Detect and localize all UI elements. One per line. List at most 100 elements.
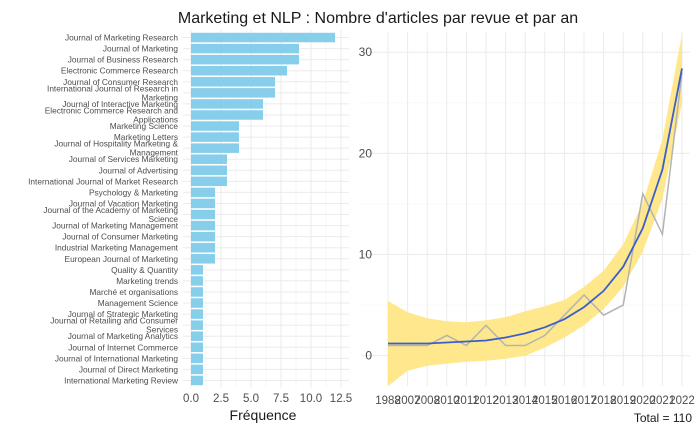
trend-line: [388, 68, 683, 345]
bar: [191, 342, 203, 353]
line-y-tick-label: 10: [359, 248, 373, 262]
bar-x-tick-label: 12.5: [330, 393, 352, 405]
bar-x-axis-label: Fréquence: [230, 407, 297, 423]
line-x-tick-label: 2015: [532, 395, 558, 407]
line-x-tick-label: 2007: [395, 395, 421, 407]
line-x-tick-label: 2019: [610, 395, 636, 407]
bar: [191, 364, 203, 375]
line-y-tick-label: 30: [359, 45, 373, 59]
bar-category-label: Journal of Consumer Research: [63, 77, 178, 87]
bar-category-label: Journal of Consumer Marketing: [62, 232, 178, 242]
bar: [191, 231, 215, 242]
bar: [191, 265, 203, 275]
bar: [191, 165, 227, 176]
line-x-tick-label: 2021: [650, 395, 676, 407]
bar-category-label: Journal of Marketing Analytics: [68, 331, 178, 341]
line-x-tick-label: 1988: [375, 395, 401, 407]
bar: [191, 320, 203, 330]
bar-category-label: Electronic Commerce Research: [61, 66, 179, 76]
bar-category-label: Journal of Advertising: [99, 165, 179, 175]
bar-x-tick-label: 2.5: [213, 393, 229, 405]
line-y-tick-label: 0: [365, 349, 372, 363]
line-x-tick-label: 2013: [493, 395, 519, 407]
bar-x-tick-label: 5.0: [243, 393, 259, 405]
bar: [191, 242, 215, 253]
bar: [191, 309, 203, 319]
bar: [191, 121, 239, 131]
bar-category-label: Industrial Marketing Management: [55, 243, 179, 253]
bar-category-label: Science: [148, 214, 178, 224]
line-x-tick-label: 2010: [434, 395, 460, 407]
bar-category-label: Management Science: [98, 298, 179, 308]
bar: [191, 32, 335, 43]
line-y-tick-labels: 0 10 20 30: [359, 45, 373, 362]
bar-category-label: Journal of Strategic Marketing: [68, 309, 179, 319]
bar: [191, 209, 215, 220]
bar: [191, 331, 203, 341]
bar: [191, 54, 299, 65]
bar-x-tick-label: 10.0: [300, 393, 322, 405]
bar: [191, 154, 227, 164]
bar-category-label: Journal of Retailing and Consumer: [50, 316, 178, 326]
bar: [191, 132, 239, 142]
bar: [191, 276, 203, 286]
bar-category-label: Journal of Hospitality Marketing &: [54, 139, 178, 149]
bar-category-label: Journal of International Marketing: [55, 353, 179, 363]
bar-category-label: Journal of Marketing: [103, 44, 179, 54]
bar-category-label: Journal of Business Research: [68, 55, 179, 65]
bar-category-label: Journal of the Academy of Marketing: [43, 205, 178, 215]
bar: [191, 77, 275, 87]
bar-x-tick-labels: 0.0 2.5 5.0 7.5 10.0 12.5: [183, 393, 352, 405]
line-x-tick-label: 2011: [454, 395, 479, 407]
bar-category-label: Journal of Marketing Management: [52, 221, 179, 231]
bar: [191, 298, 203, 308]
bar-category-label: Management: [130, 148, 179, 158]
bar: [191, 187, 215, 198]
bar: [191, 254, 215, 264]
bar-category-label: Services: [146, 325, 178, 335]
line-x-tick-label: 2016: [552, 395, 578, 407]
bar-category-label: International Journal of Research in: [47, 83, 178, 93]
line-x-tick-labels: 1988200720082010201120122013201420152016…: [375, 395, 695, 407]
line-panel: 0 10 20 30 19882007200820102011201220132014…: [359, 32, 695, 425]
bar-category-label: International Journal of Market Research: [28, 176, 178, 186]
line-x-tick-label: 2014: [512, 395, 538, 407]
total-annotation: Total = 110: [634, 411, 692, 425]
bar: [191, 198, 215, 209]
observed-series-line: [388, 72, 683, 347]
bar: [191, 353, 203, 364]
bar: [191, 110, 263, 120]
bar-category-label: Marché et organisations: [89, 287, 178, 297]
bar: [191, 65, 287, 76]
line-x-tick-label: 2017: [571, 395, 597, 407]
bar: [191, 287, 203, 297]
bar-category-label: Marketing: [142, 92, 179, 102]
line-x-tick-label: 2022: [669, 395, 695, 407]
bar-category-label: Journal of Services Marketing: [69, 154, 179, 164]
bar: [191, 43, 299, 54]
bar: [191, 88, 275, 98]
bar-marks: [191, 32, 335, 386]
bar-x-tick-label: 0.0: [183, 393, 199, 405]
bar-category-label: Marketing Letters: [114, 132, 178, 142]
bar-category-label: Journal of Internet Commerce: [68, 342, 178, 352]
bar: [191, 143, 239, 153]
bar-category-label: Marketing Science: [110, 121, 179, 131]
confidence-ribbon: [388, 34, 682, 386]
bar: [191, 176, 227, 187]
bar: [191, 99, 263, 109]
bar-category-label: Journal of Marketing Research: [65, 33, 178, 43]
line-x-tick-label: 2018: [591, 395, 617, 407]
bar-category-label: Journal of Vacation Marketing: [69, 198, 179, 208]
bar-x-tick-label: 7.5: [273, 393, 289, 405]
bar: [191, 375, 203, 386]
bar-category-label: Marketing trends: [116, 276, 178, 286]
bar-category-label: European Journal of Marketing: [65, 254, 179, 264]
bar-category-label: Journal of Interactive Marketing: [62, 99, 178, 109]
bar: [191, 220, 215, 231]
chart-title: Marketing et NLP : Nombre d'articles par…: [178, 10, 578, 27]
line-y-tick-label: 20: [359, 146, 373, 160]
bar-category-label: Psychology & Marketing: [89, 187, 178, 197]
bar-category-label: Electronic Commerce Research and: [45, 105, 179, 115]
